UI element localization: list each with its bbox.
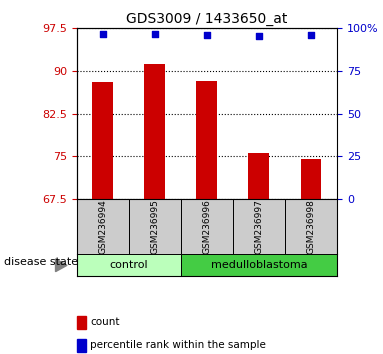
Bar xyxy=(77,255,181,276)
Bar xyxy=(181,255,337,276)
Bar xyxy=(181,199,233,255)
Point xyxy=(152,32,158,37)
Bar xyxy=(249,153,269,199)
Text: percentile rank within the sample: percentile rank within the sample xyxy=(90,340,266,350)
Point xyxy=(100,32,106,37)
Point xyxy=(256,34,262,39)
Title: GDS3009 / 1433650_at: GDS3009 / 1433650_at xyxy=(126,12,288,26)
Bar xyxy=(77,199,129,255)
Text: GSM236996: GSM236996 xyxy=(202,199,211,254)
Text: GSM236997: GSM236997 xyxy=(254,199,264,254)
Text: GSM236994: GSM236994 xyxy=(98,199,107,254)
Bar xyxy=(144,64,165,199)
Text: medulloblastoma: medulloblastoma xyxy=(211,260,307,270)
Bar xyxy=(233,199,285,255)
Bar xyxy=(92,82,113,199)
Text: GSM236995: GSM236995 xyxy=(150,199,159,254)
Bar xyxy=(301,159,321,199)
Text: disease state: disease state xyxy=(4,257,78,267)
Point xyxy=(204,32,210,38)
Text: control: control xyxy=(110,260,148,270)
Text: count: count xyxy=(90,317,119,327)
Point xyxy=(308,32,314,38)
Bar xyxy=(285,199,337,255)
Bar xyxy=(129,199,181,255)
Text: GSM236998: GSM236998 xyxy=(306,199,316,254)
Bar xyxy=(196,81,217,199)
